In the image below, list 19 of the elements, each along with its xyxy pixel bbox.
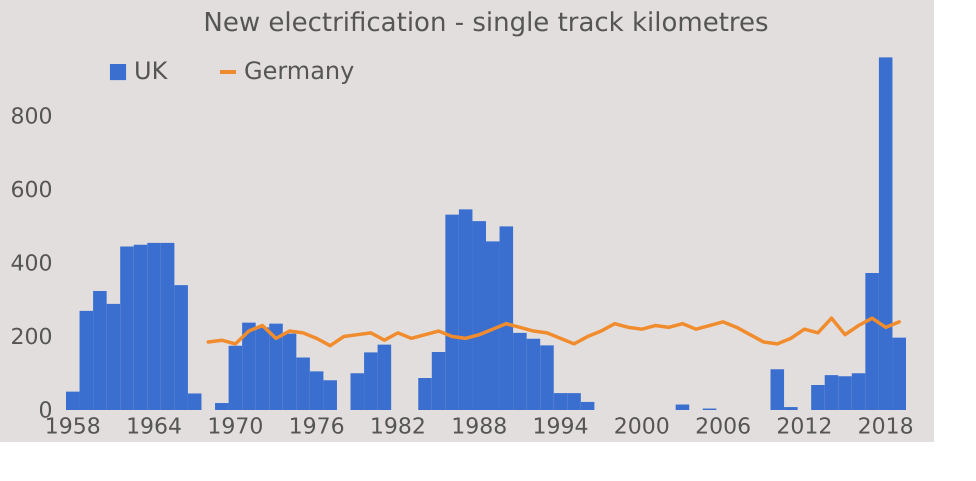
legend-label: Germany <box>244 57 354 85</box>
y-tick-label: 200 <box>10 325 52 350</box>
x-tick-label: 1976 <box>288 414 345 440</box>
x-tick-label: 2012 <box>776 414 832 440</box>
legend-label: UK <box>134 57 169 85</box>
y-tick-label: 800 <box>10 104 52 130</box>
chart-title: New electrification - single track kilometres <box>203 8 769 38</box>
x-tick-label: 1994 <box>532 414 589 440</box>
x-tick-label: 1970 <box>207 414 264 440</box>
y-tick-label: 400 <box>10 252 52 277</box>
x-tick-label: 1982 <box>370 414 426 440</box>
x-tick-label: 2000 <box>614 414 670 440</box>
x-tick-label: 2018 <box>858 414 914 440</box>
x-tick-label: 1988 <box>451 414 508 440</box>
bar <box>676 404 690 410</box>
y-tick-label: 600 <box>10 178 52 204</box>
x-tick-label: 1964 <box>126 414 182 440</box>
x-tick-label: 2006 <box>695 414 752 440</box>
line-series <box>206 316 901 348</box>
